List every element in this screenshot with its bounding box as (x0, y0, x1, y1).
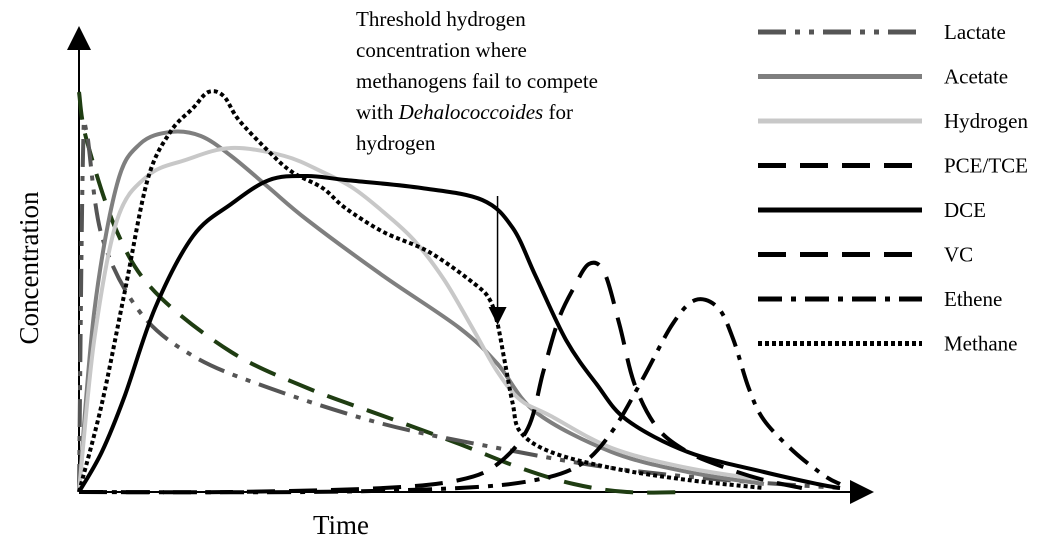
legend-label-dce: DCE (944, 198, 986, 222)
annotation-line-4b: Dehalococcoides (398, 100, 544, 124)
y-axis-label: Concentration (14, 191, 44, 344)
legend-label-acetate: Acetate (944, 65, 1008, 89)
series-ethene-line (78, 297, 841, 495)
series-layer (77, 89, 841, 495)
annotation-line-5: hydrogen (356, 131, 436, 155)
series-lactate-line (77, 118, 841, 493)
series-acetate-line (77, 129, 765, 493)
annotation-line-4c: for (543, 100, 573, 124)
series-hydrogen-line (77, 145, 765, 493)
annotation-line-3: methanogens fail to compete (356, 69, 598, 93)
x-axis-label: Time (313, 510, 369, 540)
legend-label-pce-tce: PCE/TCE (944, 154, 1028, 178)
legend: Lactate Acetate Hydrogen PCE/TCE DCE VC Ethene… (758, 20, 1028, 356)
series-vc-line (78, 260, 803, 495)
legend-label-hydrogen: Hydrogen (944, 109, 1028, 133)
series-methane-line (77, 89, 765, 493)
legend-label-vc: VC (944, 243, 973, 267)
threshold-annotation: Threshold hydrogen concentration where m… (356, 7, 598, 325)
legend-label-methane: Methane (944, 332, 1017, 356)
annotation-line-4: with Dehalococcoides for (356, 100, 573, 124)
annotation-line-1: Threshold hydrogen (356, 7, 526, 31)
annotation-line-4a: with (356, 100, 399, 124)
legend-label-lactate: Lactate (944, 20, 1006, 44)
annotation-line-2: concentration where (356, 38, 527, 62)
legend-label-ethene: Ethene (944, 287, 1002, 311)
